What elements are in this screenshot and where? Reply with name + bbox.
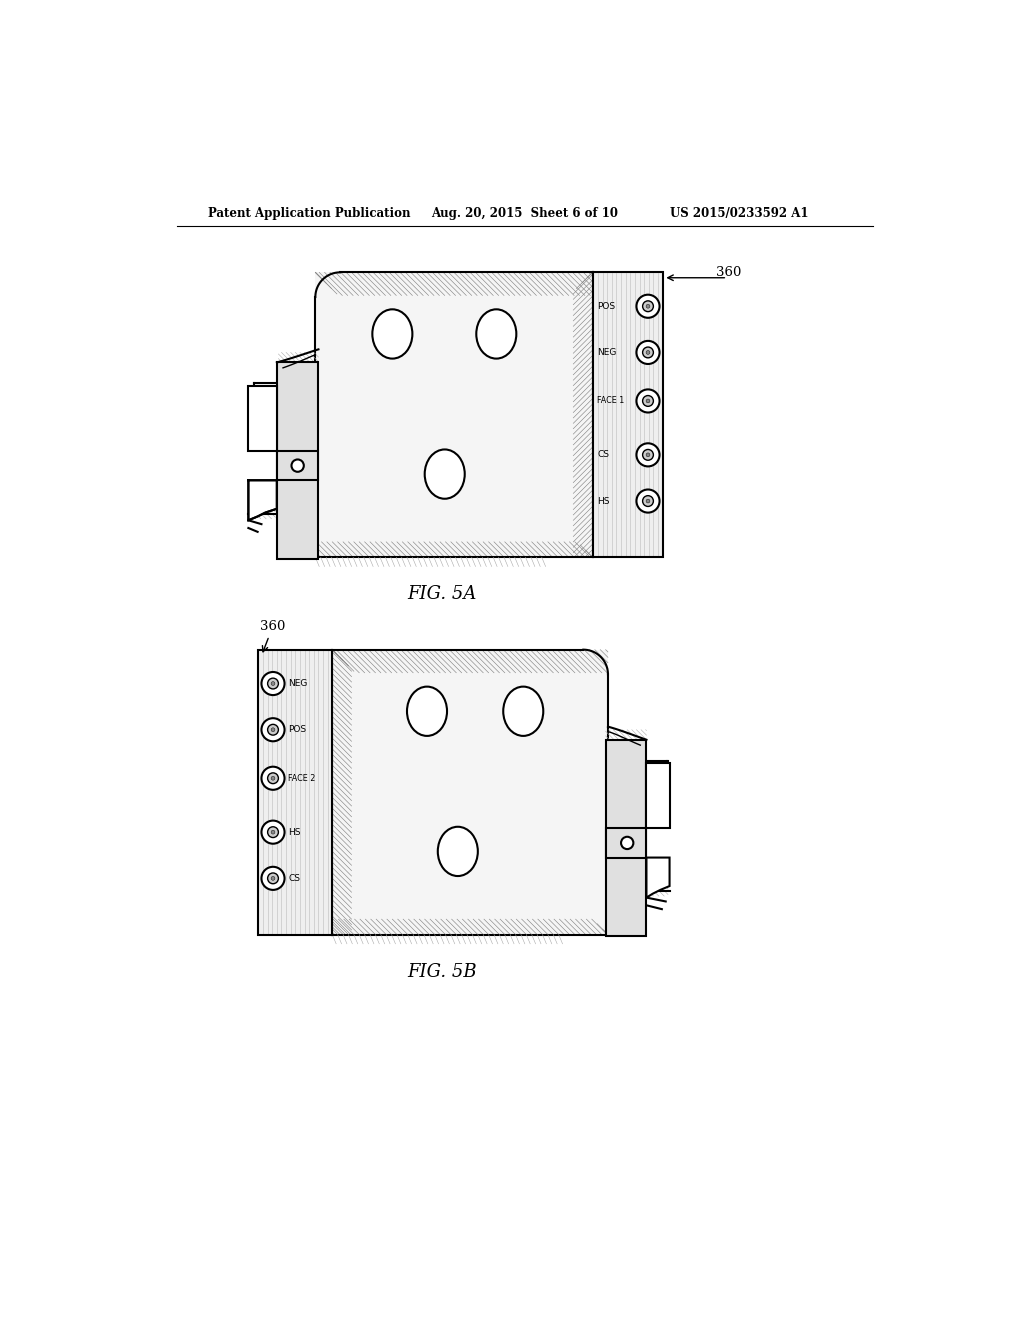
Bar — [258, 649, 333, 935]
Text: Patent Application Publication: Patent Application Publication — [208, 207, 410, 220]
Circle shape — [261, 821, 285, 843]
Text: POS: POS — [289, 725, 306, 734]
Text: US 2015/0233592 A1: US 2015/0233592 A1 — [670, 207, 808, 220]
Circle shape — [643, 450, 653, 461]
Bar — [276, 363, 317, 558]
Circle shape — [261, 867, 285, 890]
Text: CS: CS — [597, 450, 609, 459]
Circle shape — [261, 718, 285, 742]
Circle shape — [637, 490, 659, 512]
Text: 360: 360 — [260, 620, 286, 634]
Bar — [258, 649, 333, 935]
Bar — [605, 829, 646, 858]
Circle shape — [643, 496, 653, 507]
Ellipse shape — [476, 309, 516, 359]
Circle shape — [271, 727, 274, 731]
Text: FIG. 5B: FIG. 5B — [408, 962, 477, 981]
Text: POS: POS — [597, 302, 615, 310]
Text: FACE 1: FACE 1 — [597, 396, 625, 405]
Circle shape — [621, 837, 634, 849]
Ellipse shape — [425, 450, 465, 499]
Bar — [315, 272, 593, 557]
Circle shape — [261, 767, 285, 789]
Circle shape — [271, 830, 274, 834]
Circle shape — [646, 453, 650, 457]
Circle shape — [646, 499, 650, 503]
Text: NEG: NEG — [597, 348, 616, 356]
Ellipse shape — [438, 826, 478, 876]
Circle shape — [271, 681, 274, 685]
Bar — [605, 739, 646, 936]
Circle shape — [646, 351, 650, 354]
Bar — [276, 451, 318, 480]
Circle shape — [271, 876, 274, 880]
Circle shape — [646, 399, 650, 403]
Ellipse shape — [373, 309, 413, 359]
Text: FIG. 5A: FIG. 5A — [408, 585, 477, 603]
Text: CS: CS — [289, 874, 300, 883]
Circle shape — [637, 341, 659, 364]
Circle shape — [637, 294, 659, 318]
Bar — [249, 385, 276, 451]
Ellipse shape — [503, 686, 544, 737]
Circle shape — [643, 396, 653, 407]
Text: HS: HS — [289, 828, 301, 837]
Circle shape — [267, 873, 279, 884]
Circle shape — [637, 389, 659, 412]
Text: 360: 360 — [716, 265, 741, 279]
Circle shape — [646, 305, 650, 308]
Bar — [593, 272, 664, 557]
Circle shape — [261, 672, 285, 696]
Text: NEG: NEG — [289, 678, 308, 688]
Bar — [646, 763, 670, 829]
Circle shape — [643, 347, 653, 358]
Polygon shape — [249, 480, 276, 520]
Circle shape — [267, 678, 279, 689]
Ellipse shape — [407, 686, 447, 737]
Text: FACE 2: FACE 2 — [289, 774, 315, 783]
Polygon shape — [646, 858, 670, 898]
Bar — [333, 649, 608, 935]
Circle shape — [267, 826, 279, 838]
Bar — [276, 363, 317, 558]
Circle shape — [637, 444, 659, 466]
Text: HS: HS — [597, 496, 609, 506]
Bar — [593, 272, 664, 557]
Circle shape — [292, 459, 304, 471]
Circle shape — [267, 774, 279, 784]
Circle shape — [267, 725, 279, 735]
Text: Aug. 20, 2015  Sheet 6 of 10: Aug. 20, 2015 Sheet 6 of 10 — [431, 207, 617, 220]
Circle shape — [271, 776, 274, 780]
Circle shape — [643, 301, 653, 312]
